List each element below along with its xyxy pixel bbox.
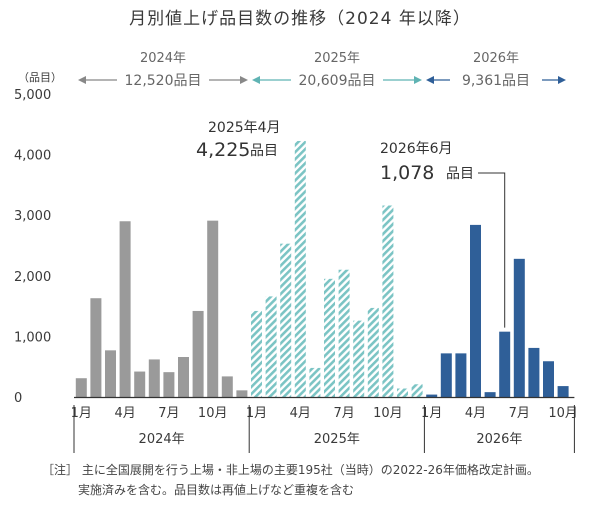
annotation-unit: 品目 — [446, 166, 474, 182]
year-label: 2026年 — [476, 432, 522, 447]
x-tick-label: 10月 — [373, 406, 403, 421]
period-total-year: 2025年 — [314, 51, 360, 66]
bar-2026年-3 — [455, 353, 467, 397]
bar-2024年-12 — [236, 390, 248, 397]
x-tick-label: 1月 — [421, 406, 442, 421]
note-line-1: ［注］ 主に全国展開を行う上場・非上場の主要195社（当時）の2022-26年価… — [42, 462, 539, 477]
period-arrow-head — [558, 76, 566, 84]
annotation-value: 1,078 — [380, 162, 434, 184]
y-axis: 0 1,000 2,000 3,000 4,000 5,000 — [14, 88, 51, 406]
bar-2026年-8 — [528, 347, 540, 397]
y-tick-label: 0 — [14, 391, 22, 406]
period-total-year: 2024年 — [140, 51, 186, 66]
bar-2025年-7 — [338, 269, 350, 397]
bar-2025年-5 — [309, 367, 321, 397]
bar-2025年-3 — [280, 243, 292, 397]
period-total-year: 2026年 — [473, 51, 519, 66]
x-tick-label: 1月 — [71, 406, 92, 421]
bar-2024年-10 — [207, 220, 219, 397]
year-label: 2025年 — [314, 432, 360, 447]
annotation-value: 4,225 — [196, 139, 250, 161]
bar-2026年-5 — [484, 392, 496, 397]
x-axis: 1月 4月 7月 10月 2024年 1月 4月 7月 10月 2025年 1月 4月 7月 10月 202… — [71, 396, 578, 453]
bar-2026年-1 — [426, 394, 438, 397]
x-tick-label: 7月 — [509, 406, 530, 421]
y-axis-unit: （品目） — [18, 71, 62, 84]
bar-2024年-11 — [221, 376, 233, 397]
x-tick-label: 1月 — [246, 406, 267, 421]
bar-2025年-11 — [397, 388, 408, 397]
x-tick-label: 7月 — [333, 406, 354, 421]
note-line-2: 実施済みを含む。品目数は再値上げなど重複を含む — [78, 482, 354, 497]
bar-2024年-8 — [178, 357, 189, 397]
bar-2026年-9 — [543, 361, 554, 397]
period-arrow-head — [78, 76, 86, 84]
bar-2025年-12 — [411, 384, 423, 397]
bar-2025年-6 — [324, 278, 335, 397]
bar-2024年-2 — [90, 298, 102, 397]
x-tick-label: 4月 — [290, 406, 311, 421]
bar-2024年-5 — [134, 371, 146, 397]
bar-2024年-4 — [119, 221, 131, 397]
x-tick-label: 10月 — [548, 406, 578, 421]
period-arrow-head — [426, 76, 434, 84]
period-arrow-head — [252, 76, 260, 84]
bar-2025年-4 — [294, 140, 306, 397]
period-totals: 2024年 12,520品目 2025年 20,609品目 2026年 9,361品目 — [78, 51, 566, 89]
x-tick-label: 7月 — [158, 406, 179, 421]
bar-2026年-10 — [557, 386, 569, 397]
annotation-label: 2025年4月 — [208, 120, 281, 136]
x-tick-label: 4月 — [465, 406, 486, 421]
bar-2026年-2 — [440, 353, 452, 397]
bar-2024年-3 — [105, 350, 116, 397]
bar-2024年-9 — [192, 310, 204, 397]
annotation-unit: 品目 — [250, 143, 278, 159]
bar-2025年-9 — [367, 307, 379, 397]
bar-2024年-1 — [75, 378, 87, 397]
bar-2025年-1 — [251, 310, 262, 397]
period-arrow-head — [414, 76, 422, 84]
bar-series — [75, 140, 569, 397]
x-tick-label: 10月 — [198, 406, 228, 421]
period-total-count: 9,361品目 — [462, 73, 530, 89]
bar-2024年-7 — [163, 372, 175, 397]
period-total-count: 12,520品目 — [125, 73, 202, 89]
bar-2025年-2 — [265, 296, 277, 397]
annotation-leader — [478, 172, 506, 328]
bar-2026年-4 — [470, 224, 481, 397]
period-arrow-head — [240, 76, 248, 84]
year-label: 2024年 — [139, 432, 185, 447]
y-tick-label: 5,000 — [14, 88, 51, 103]
y-tick-label: 2,000 — [14, 270, 51, 285]
period-total-count: 20,609品目 — [299, 73, 376, 89]
y-tick-label: 1,000 — [14, 330, 51, 345]
bar-2024年-6 — [148, 359, 160, 397]
bar-2026年-7 — [513, 258, 525, 397]
y-tick-label: 3,000 — [14, 209, 51, 224]
y-tick-label: 4,000 — [14, 149, 51, 164]
chart-title: 月別値上げ品目数の推移（2024 年以降） — [129, 9, 471, 29]
annotation-label: 2026年6月 — [380, 141, 453, 157]
bar-2025年-10 — [382, 205, 394, 397]
x-tick-label: 4月 — [114, 406, 135, 421]
bar-2026年-6 — [499, 331, 511, 397]
bar-2025年-8 — [353, 320, 365, 397]
